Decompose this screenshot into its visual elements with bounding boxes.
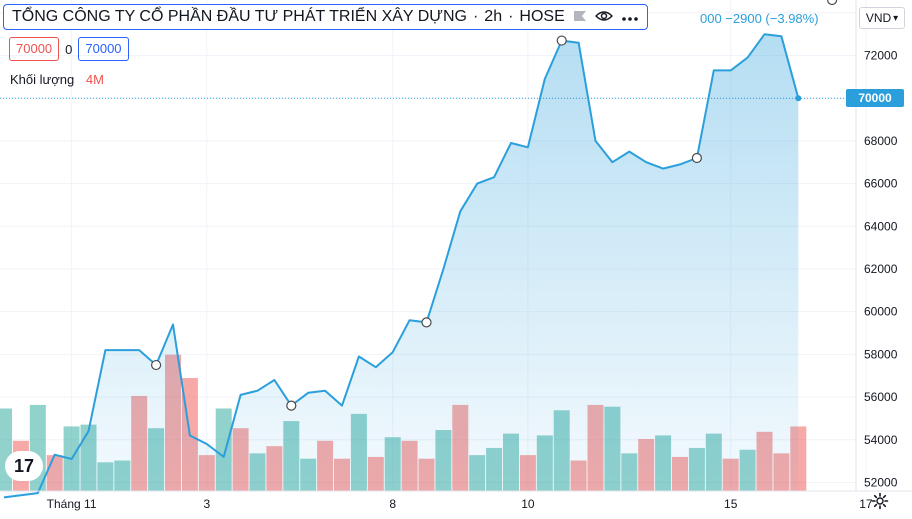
x-tick-label: Tháng 11 <box>47 497 97 511</box>
y-tick-label: 54000 <box>864 433 898 447</box>
price-marker <box>421 317 432 328</box>
bid-ask-row: 70000 0 70000 <box>9 37 129 61</box>
company-name: TỔNG CÔNG TY CỔ PHẦN ĐẦU TƯ PHÁT TRIỂN X… <box>12 8 467 25</box>
y-tick-label: 68000 <box>864 134 898 148</box>
buy-button[interactable]: 70000 <box>78 37 129 61</box>
more-icon[interactable] <box>621 9 639 26</box>
x-axis[interactable]: Tháng 11 3 8 10 15 17 <box>47 497 873 511</box>
exchange-label: HOSE <box>519 8 565 25</box>
y-tick-label: 56000 <box>864 390 898 404</box>
title-separator: · <box>508 8 514 25</box>
x-tick-label: 15 <box>724 497 738 511</box>
tradingview-logo-icon[interactable]: 17 <box>5 451 43 481</box>
price-marker <box>691 152 703 164</box>
sell-button[interactable]: 70000 <box>9 37 60 61</box>
price-area <box>4 34 799 498</box>
volume-value: 4M <box>85 72 104 87</box>
x-tick-label: 10 <box>521 497 535 511</box>
price-marker <box>827 0 838 6</box>
y-tick-label: 72000 <box>864 49 898 63</box>
y-tick-label: 52000 <box>864 475 898 489</box>
interval-label: 2h <box>484 8 503 25</box>
price-marker <box>286 400 297 411</box>
x-tick-label: 17 <box>859 497 873 511</box>
y-tick-label: 62000 <box>864 262 898 276</box>
currency-label: VND <box>865 11 892 25</box>
y-axis[interactable]: 7400072000700006800066000640006200060000… <box>864 6 898 490</box>
y-tick-label: 58000 <box>864 347 898 361</box>
price-marker <box>151 359 162 371</box>
flag-icon[interactable] <box>573 9 587 26</box>
volume-label: Khối lượng <box>10 72 75 87</box>
y-tick-label: 64000 <box>864 219 898 233</box>
last-price-label: 70000 <box>846 89 904 108</box>
volume-bar <box>0 408 12 491</box>
currency-selector[interactable]: VND ▾ <box>859 7 905 29</box>
price-markers <box>151 0 838 411</box>
title-separator: · <box>472 8 479 25</box>
price-marker <box>556 35 567 46</box>
y-tick-label: 60000 <box>864 305 898 319</box>
symbol-title[interactable]: TỔNG CÔNG TY CỔ PHẦN ĐẦU TƯ PHÁT TRIỂN X… <box>3 4 648 30</box>
last-price-dot <box>795 95 802 102</box>
x-tick-label: 3 <box>203 497 210 511</box>
y-tick-label: 66000 <box>864 177 898 191</box>
logo-text: 17 <box>13 455 35 476</box>
settings-icon[interactable] <box>871 492 889 516</box>
volume-legend[interactable]: Khối lượng 4M <box>10 72 104 87</box>
price-change: 000 −2900 (−3.98%) <box>700 11 819 26</box>
chevron-down-icon: ▾ <box>893 12 899 24</box>
x-tick-label: 8 <box>389 497 396 511</box>
price-line <box>3 33 800 499</box>
spread-value: 0 <box>65 41 73 57</box>
eye-icon[interactable] <box>594 9 613 26</box>
